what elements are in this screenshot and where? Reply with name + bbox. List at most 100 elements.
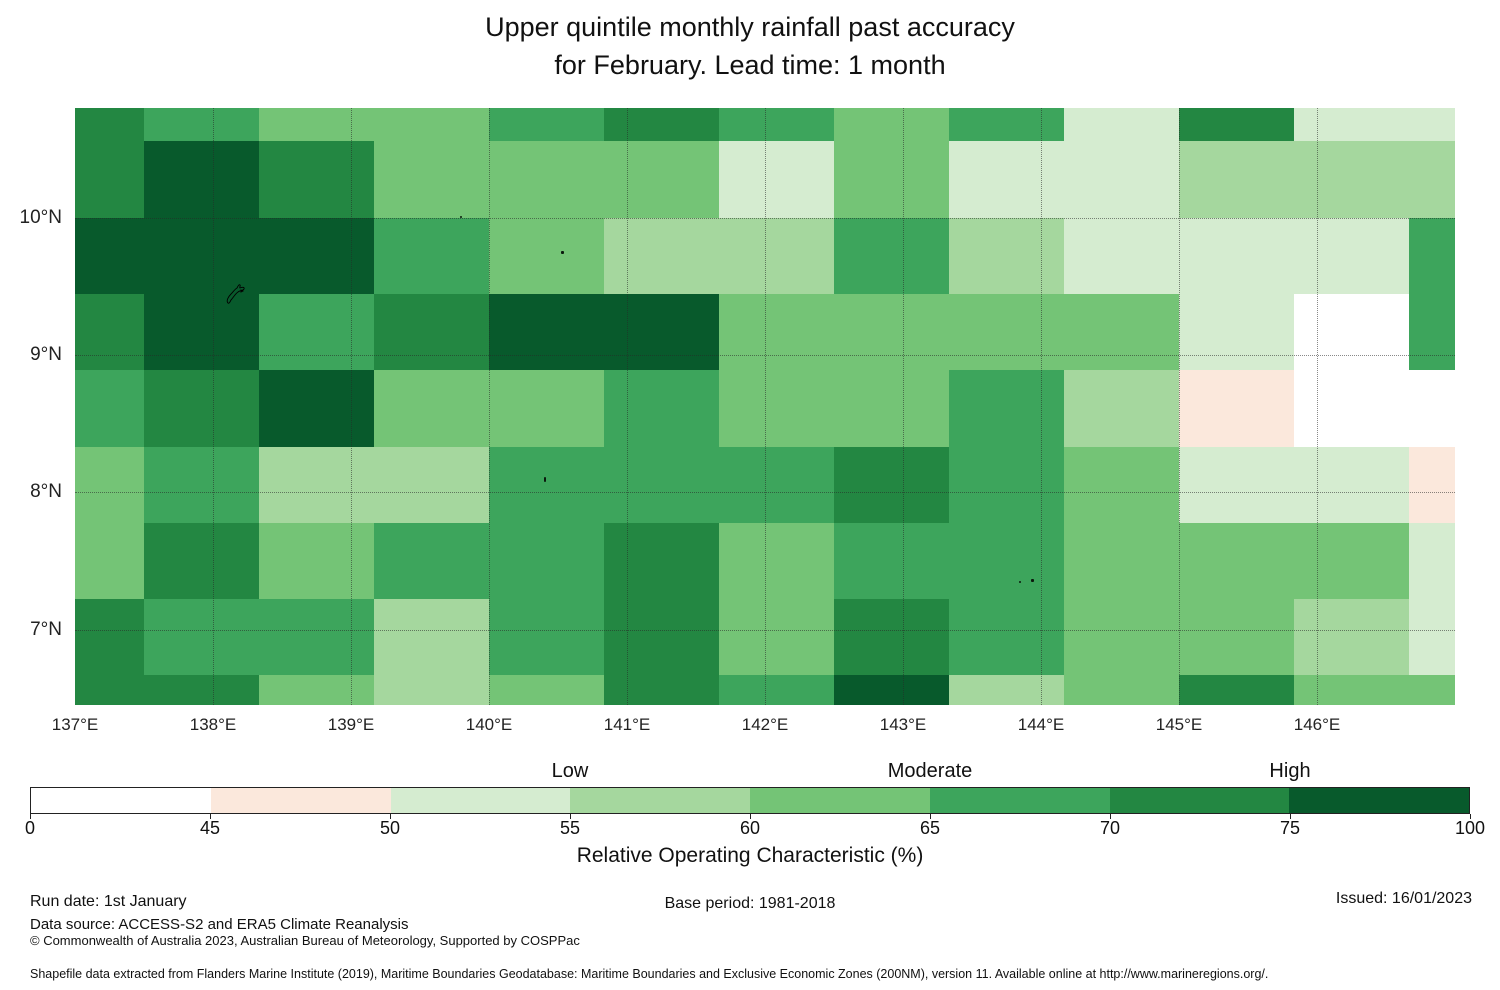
heatmap-plot-area xyxy=(75,108,1455,705)
heatmap-cell xyxy=(834,446,949,523)
islet-speck xyxy=(1018,580,1021,583)
heatmap-cell xyxy=(834,522,949,600)
x-tick-label: 137°E xyxy=(51,715,99,734)
colorbar-band-label: Moderate xyxy=(887,760,973,782)
heatmap-cell xyxy=(1293,108,1410,142)
colorbar-tick-mark xyxy=(750,814,751,819)
y-tick-label: 10°N xyxy=(19,206,62,228)
heatmap-cell xyxy=(75,370,144,447)
heatmap-cell xyxy=(1064,217,1179,295)
heatmap-cell xyxy=(258,599,375,676)
colorbar-tick-mark xyxy=(1290,814,1291,819)
heatmap-cell xyxy=(719,141,834,218)
heatmap-cell xyxy=(1409,599,1455,676)
x-tick-label: 140°E xyxy=(465,715,513,734)
issued-text: Issued: 16/01/2023 xyxy=(1335,890,1472,907)
heatmap-cell xyxy=(719,370,834,447)
heatmap-cell xyxy=(144,675,259,705)
x-tick-label: 145°E xyxy=(1155,715,1203,734)
heatmap-cell xyxy=(1064,294,1179,371)
heatmap-cell xyxy=(374,446,489,523)
graticule-line xyxy=(75,492,1455,494)
heatmap-cell xyxy=(258,446,375,523)
heatmap-cell xyxy=(144,370,259,447)
heatmap-cell xyxy=(719,294,834,371)
heatmap-cell xyxy=(374,294,489,371)
heatmap-cell xyxy=(258,108,375,142)
islet-speck xyxy=(1031,579,1035,583)
graticule-line xyxy=(1317,108,1318,705)
heatmap-cell xyxy=(719,675,834,705)
colorbar-segment xyxy=(750,788,930,813)
copyright-text: © Commonwealth of Australia 2023, Austra… xyxy=(30,933,580,948)
heatmap-cell xyxy=(144,446,259,523)
heatmap-cell xyxy=(144,522,259,600)
heatmap-cell xyxy=(75,141,144,218)
heatmap-cell xyxy=(1064,446,1179,523)
heatmap-cell xyxy=(603,675,720,705)
colorbar-tick-label: 75 xyxy=(1279,818,1301,838)
colorbar-segment xyxy=(929,788,1110,813)
heatmap-cell xyxy=(1179,522,1294,600)
heatmap-cell xyxy=(489,599,604,676)
colorbar-segment xyxy=(1289,788,1469,813)
colorbar xyxy=(30,787,1470,814)
colorbar-band-label: Low xyxy=(551,760,589,782)
heatmap-cell xyxy=(75,217,144,295)
base-period-text: Base period: 1981-2018 xyxy=(664,895,836,912)
heatmap-cell xyxy=(948,108,1065,142)
colorbar-segment xyxy=(570,788,750,813)
heatmap-cell xyxy=(948,370,1065,447)
heatmap-cell xyxy=(719,108,834,142)
x-tick-label: 139°E xyxy=(327,715,375,734)
heatmap-cell xyxy=(489,446,604,523)
heatmap-cell xyxy=(719,599,834,676)
heatmap-cell xyxy=(948,141,1065,218)
graticule-line xyxy=(627,108,628,705)
heatmap-cell xyxy=(144,217,259,295)
colorbar-tick-mark xyxy=(1470,814,1471,819)
heatmap-cell xyxy=(1179,675,1294,705)
colorbar-tick-mark xyxy=(1110,814,1111,819)
heatmap-cell xyxy=(948,599,1065,676)
heatmap-cell xyxy=(1409,108,1455,142)
colorbar-tick-label: 65 xyxy=(919,818,941,838)
heatmap-cell xyxy=(834,141,949,218)
heatmap-cell xyxy=(1179,108,1294,142)
heatmap-cell xyxy=(1409,675,1455,705)
heatmap-cell xyxy=(834,108,949,142)
heatmap-cell xyxy=(1064,522,1179,600)
colorbar-tick-label: 45 xyxy=(199,818,221,838)
chart-title-line2: for February. Lead time: 1 month xyxy=(554,50,946,80)
heatmap-cell xyxy=(1293,446,1410,523)
x-tick-label: 146°E xyxy=(1293,715,1341,734)
graticule-line xyxy=(1041,108,1042,705)
colorbar-band-label: High xyxy=(1269,760,1311,782)
heatmap-cell xyxy=(258,294,375,371)
heatmap-cell xyxy=(144,294,259,371)
colorbar-tick-mark xyxy=(570,814,571,819)
heatmap-cell xyxy=(1064,108,1179,142)
heatmap-cell xyxy=(489,141,604,218)
colorbar-tick-label: 50 xyxy=(379,818,401,838)
heatmap-cell xyxy=(374,522,489,600)
heatmap-cell xyxy=(374,217,489,295)
heatmap-cell xyxy=(258,522,375,600)
y-tick-label: 8°N xyxy=(30,481,62,503)
heatmap-cell xyxy=(1409,446,1455,523)
colorbar-axis-label: Relative Operating Characteristic (%) xyxy=(576,844,924,867)
heatmap-cell xyxy=(1409,217,1455,295)
colorbar-tick-label: 0 xyxy=(24,818,36,838)
heatmap-cell xyxy=(144,108,259,142)
heatmap-cell xyxy=(1179,370,1294,447)
graticule-line xyxy=(75,629,1455,631)
heatmap-cell xyxy=(1293,675,1410,705)
run-date-text: Run date: 1st January xyxy=(30,893,187,910)
x-tick-label: 143°E xyxy=(879,715,927,734)
heatmap-cell xyxy=(374,599,489,676)
heatmap-cell xyxy=(603,446,720,523)
x-tick-label: 138°E xyxy=(189,715,237,734)
heatmap-cell xyxy=(1064,141,1179,218)
heatmap-cell xyxy=(489,522,604,600)
heatmap-cell xyxy=(1293,370,1410,447)
